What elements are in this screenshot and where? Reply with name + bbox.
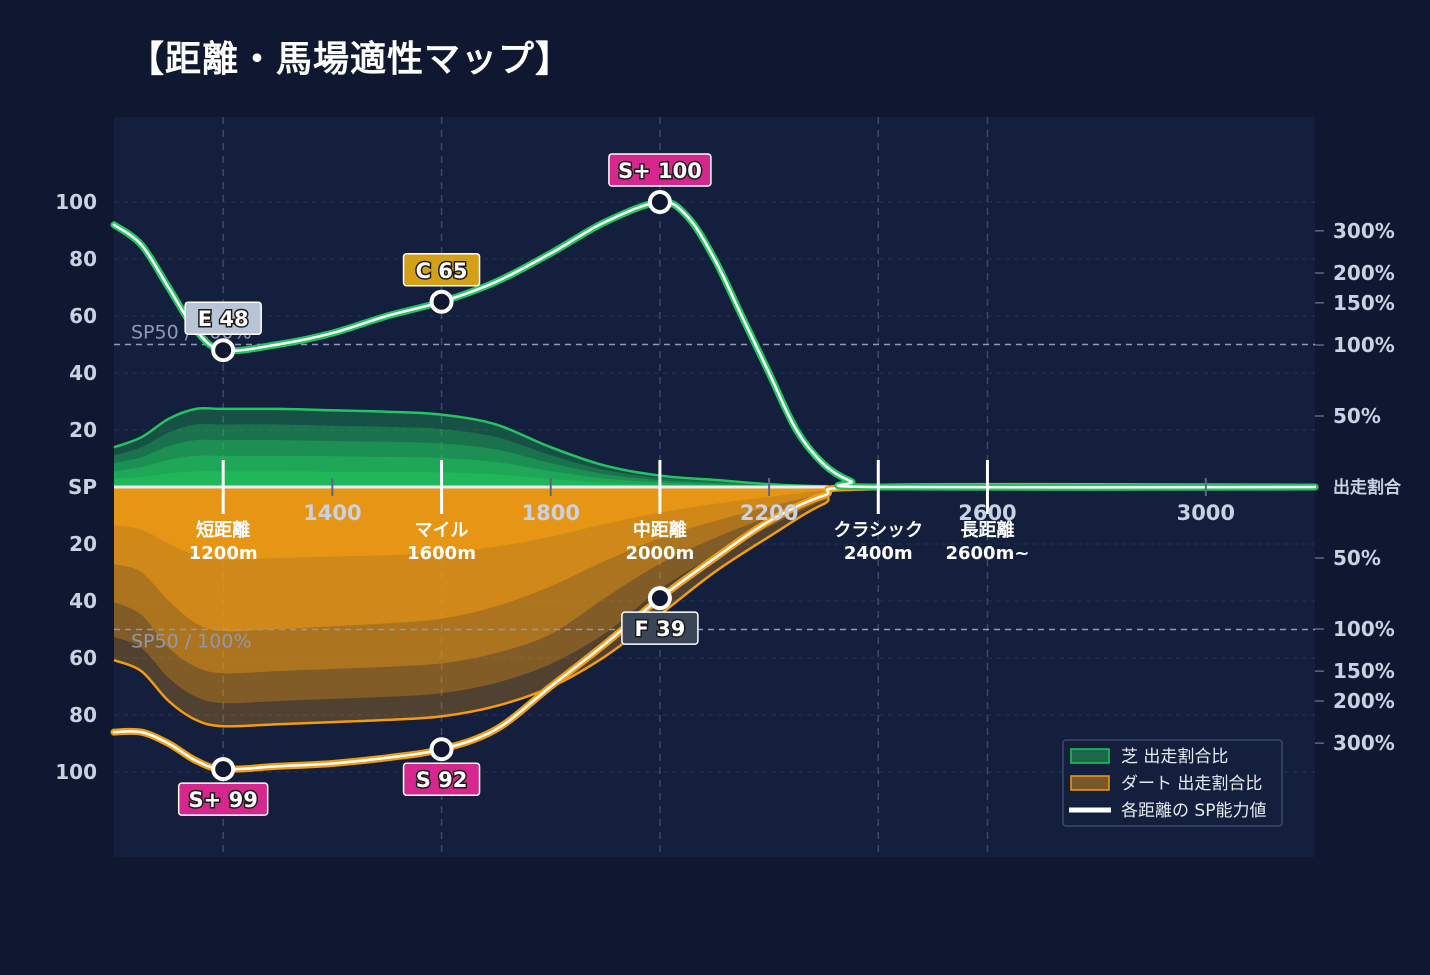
y-left-center-label: SP: [68, 475, 97, 499]
x-tick-label: 3000: [1177, 501, 1235, 525]
y-right-tick-label: 200%: [1333, 261, 1395, 285]
dirt-sp-line-core: [112, 485, 1317, 771]
legend-label: ダート 出走割合比: [1121, 774, 1262, 794]
sp50-reference-label: SP50 / 100%: [131, 631, 252, 653]
x-tick-label: 2200: [740, 501, 798, 525]
y-left-tick-label: 40: [69, 361, 97, 385]
sp-point-marker: [647, 190, 672, 214]
y-right-tick-label: 50%: [1333, 546, 1381, 570]
distance-category-label: 中距離: [633, 519, 687, 541]
dirt-area-band: [114, 486, 1315, 560]
distance-category-label: マイル: [415, 520, 469, 541]
grade-badge: [621, 611, 699, 645]
y-right-center-label: 出走割合: [1333, 477, 1402, 498]
distance-category-value: 2000m: [625, 543, 694, 564]
sp-point-marker: [429, 737, 454, 762]
y-right-tick-label: 200%: [1333, 689, 1395, 713]
distance-category-value: 2400m: [844, 543, 913, 564]
turf-area-band: [114, 408, 1315, 488]
y-right-tick-label: 100%: [1333, 333, 1395, 357]
y-right-tick-label: 150%: [1333, 659, 1395, 683]
legend-box: [1062, 739, 1283, 827]
distance-category-value: 1200m: [189, 543, 258, 564]
turf-area-band: [114, 471, 1315, 487]
grade-badge-text: C 65: [416, 259, 468, 283]
grade-badge-text: E 48: [198, 307, 249, 331]
legend-label: 芝 出走割合比: [1121, 747, 1228, 767]
y-left-tick-label: 80: [69, 703, 97, 727]
grade-badge: [177, 782, 269, 816]
y-left-tick-label: 60: [69, 646, 97, 670]
distance-category-value: 1600m: [407, 543, 476, 564]
turf-area-band: [114, 423, 1315, 488]
y-right-tick-label: 100%: [1333, 617, 1395, 641]
legend-label: 各距離の SP能力値: [1121, 801, 1266, 821]
grade-badge: [184, 301, 262, 335]
y-left-tick-label: 60: [69, 304, 97, 328]
y-left-tick-label: 80: [69, 247, 97, 271]
sp-point-marker: [647, 586, 672, 611]
x-tick-label: 1400: [303, 501, 361, 525]
distance-category-value: 2600m~: [945, 543, 1029, 564]
y-left-tick-label: 40: [69, 589, 97, 613]
sp-point-marker: [211, 757, 236, 782]
y-right-tick-label: 150%: [1333, 291, 1395, 315]
y-right-tick-label: 50%: [1333, 404, 1381, 428]
y-left-tick-label: 100: [55, 190, 97, 214]
grade-badge: [608, 153, 712, 187]
grade-badge: [402, 253, 481, 287]
distance-category-label: クラシック: [833, 520, 923, 541]
sp-point-marker: [211, 338, 236, 363]
x-tick-label: 2600: [958, 501, 1016, 525]
distance-category-label: 長距離: [960, 519, 1014, 541]
y-left-tick-label: 20: [69, 418, 97, 442]
y-left-tick-label: 100: [55, 760, 97, 784]
grade-badge-text: S 92: [416, 768, 468, 792]
grade-badge: [402, 762, 481, 796]
sp-point-marker: [429, 289, 454, 314]
x-tick-label: 1800: [522, 501, 580, 525]
legend-swatch-dirt: [1070, 775, 1110, 791]
distance-category-label: 短距離: [196, 519, 250, 541]
chart-title: 【距離・馬場適性マップ】: [128, 39, 573, 80]
y-right-tick-label: 300%: [1333, 731, 1395, 755]
grade-badge-text: S+ 99: [189, 788, 258, 812]
y-right-tick-label: 300%: [1333, 219, 1395, 243]
grade-badge-text: S+ 100: [618, 159, 702, 183]
y-left-tick-label: 20: [69, 532, 97, 556]
legend-swatch-turf: [1070, 748, 1110, 764]
grade-badge-text: F 39: [634, 617, 685, 641]
